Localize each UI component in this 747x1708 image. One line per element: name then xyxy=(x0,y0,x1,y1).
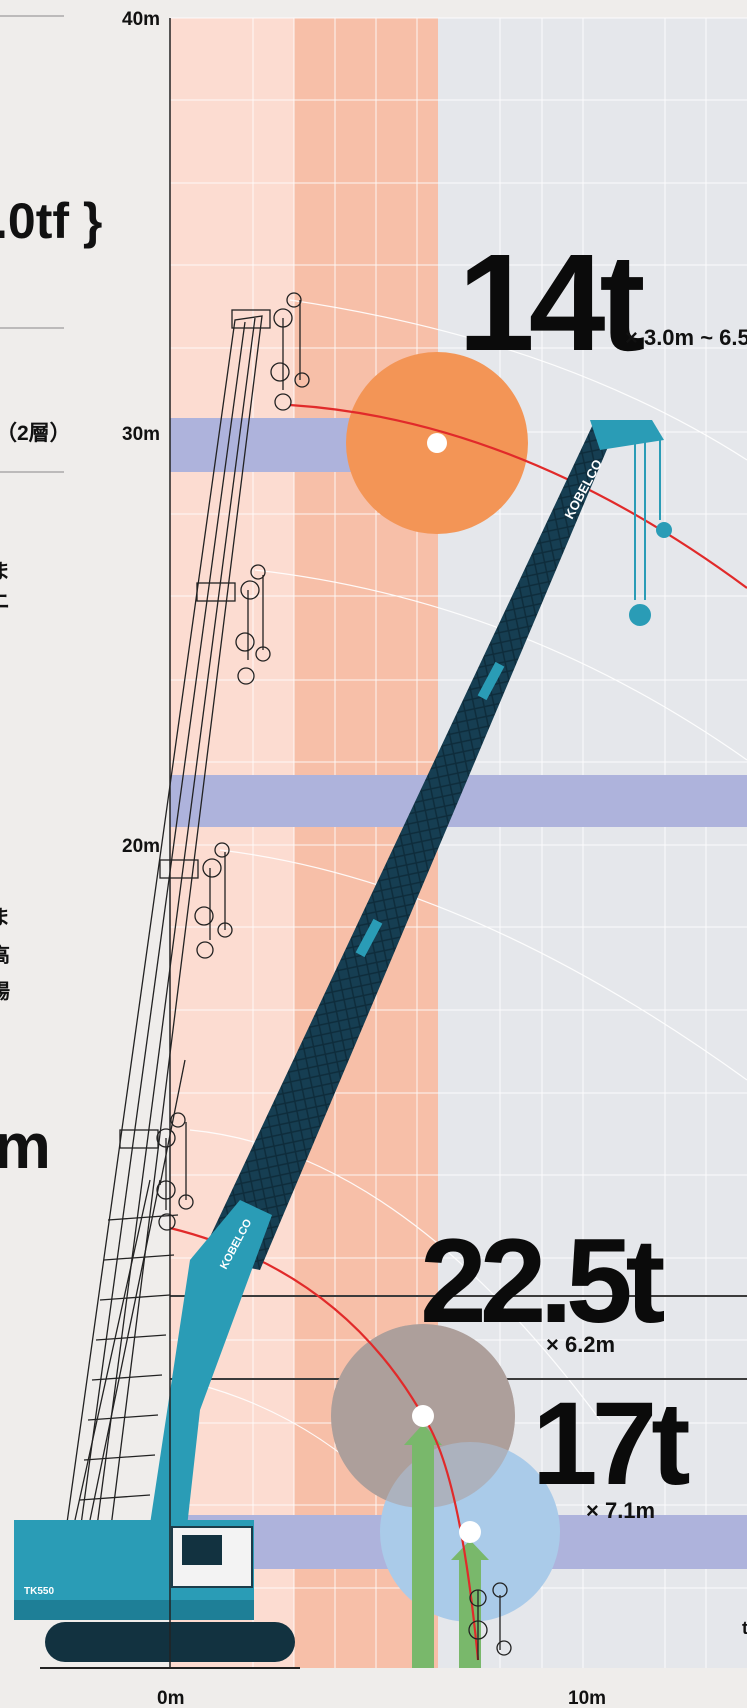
callout-22-5t-value: 22.5t xyxy=(420,1214,665,1348)
load-point-22-5t xyxy=(412,1405,434,1427)
layer-note: （2層） xyxy=(0,421,71,445)
y-label-20m: 20m xyxy=(122,836,160,857)
model-label: TK550 xyxy=(24,1586,54,1597)
callout-22-5t-detail: × 6.2m xyxy=(546,1332,615,1357)
side-fragment-d: 高 xyxy=(0,943,10,967)
x-label-0m: 0m xyxy=(157,1688,184,1708)
body-skirt xyxy=(14,1600,254,1620)
side-fragment-a: ま xyxy=(0,560,10,583)
cab-window xyxy=(182,1535,222,1565)
x-label-10m: 10m xyxy=(568,1688,606,1708)
y-label-30m: 30m xyxy=(122,424,160,445)
side-big-m: m xyxy=(0,1110,51,1182)
edge-mark: t xyxy=(742,1618,747,1638)
load-point-14t xyxy=(427,433,447,453)
callout-17t-detail: × 7.1m xyxy=(586,1498,655,1523)
side-fragment-c: ま xyxy=(0,906,10,929)
callout-14t-detail: × 3.0m ~ 6.5 xyxy=(625,325,747,350)
side-fragment-e: 揚 xyxy=(0,980,10,1003)
capacity-text: .0tf } xyxy=(0,193,102,249)
y-label-40m: 40m xyxy=(122,9,160,30)
load-point-17t xyxy=(459,1521,481,1543)
callout-14t-value: 14t xyxy=(458,226,644,380)
callout-17t-value: 17t xyxy=(532,1378,689,1510)
side-fragment-b: ニ xyxy=(0,591,10,613)
